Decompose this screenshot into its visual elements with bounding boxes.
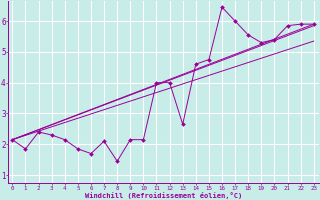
X-axis label: Windchill (Refroidissement éolien,°C): Windchill (Refroidissement éolien,°C)	[85, 192, 242, 199]
